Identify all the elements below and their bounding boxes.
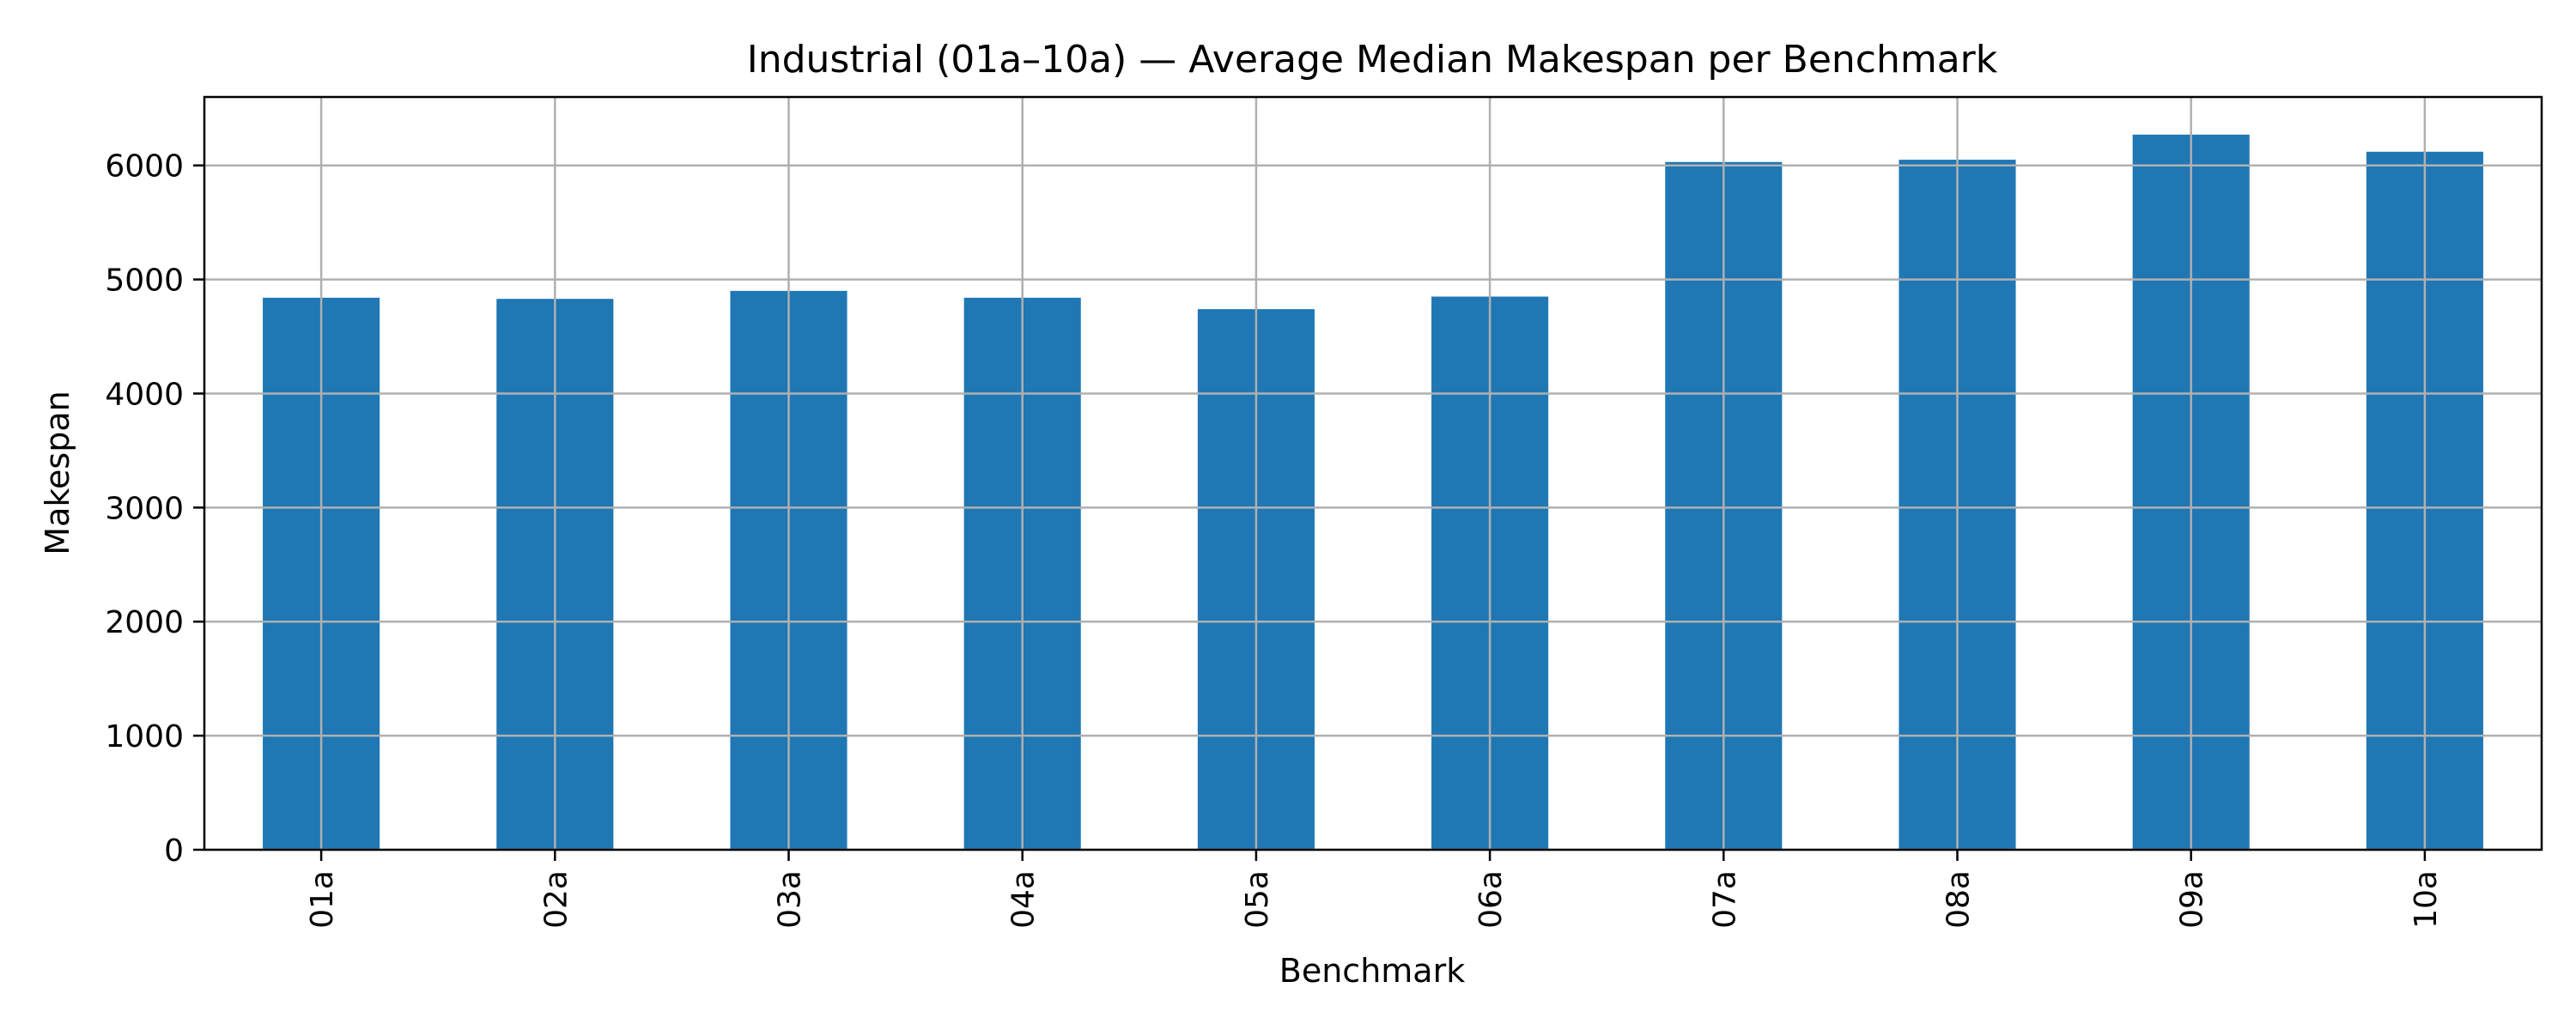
chart-title: Industrial (01a–10a) — Average Median Ma…: [747, 38, 1998, 82]
x-axis-label: Benchmark: [1279, 952, 1465, 990]
y-tick-label: 4000: [105, 377, 184, 412]
x-tick-label: 04a: [1006, 870, 1042, 929]
x-tick-label: 07a: [1707, 870, 1742, 929]
y-tick-label: 6000: [105, 149, 184, 185]
plot-frame: [203, 95, 2543, 851]
y-tick-label: 5000: [105, 264, 184, 299]
x-tick-label: 02a: [538, 870, 574, 929]
y-tick-label: 2000: [105, 605, 184, 640]
x-axis-ticks: 01a 02a 03a 04a 05a 06a 07a 08a 09a 10a: [305, 850, 2444, 929]
x-tick-label: 10a: [2409, 870, 2444, 929]
y-tick-label: 3000: [105, 491, 184, 526]
grid-lines: [204, 97, 2542, 851]
x-tick-label: 06a: [1473, 870, 1509, 929]
x-tick-label: 05a: [1240, 870, 1275, 929]
bars: [263, 134, 2483, 851]
x-tick-label: 01a: [305, 870, 340, 929]
x-tick-label: 03a: [773, 870, 808, 929]
y-tick-label: 1000: [105, 719, 184, 754]
y-axis-ticks: 0 1000 2000 3000 4000 5000 6000: [105, 149, 204, 869]
y-tick-label: 0: [164, 833, 184, 869]
y-axis-label: Makespan: [39, 391, 76, 554]
x-tick-label: 09a: [2175, 870, 2210, 929]
x-tick-label: 08a: [1941, 870, 1977, 929]
